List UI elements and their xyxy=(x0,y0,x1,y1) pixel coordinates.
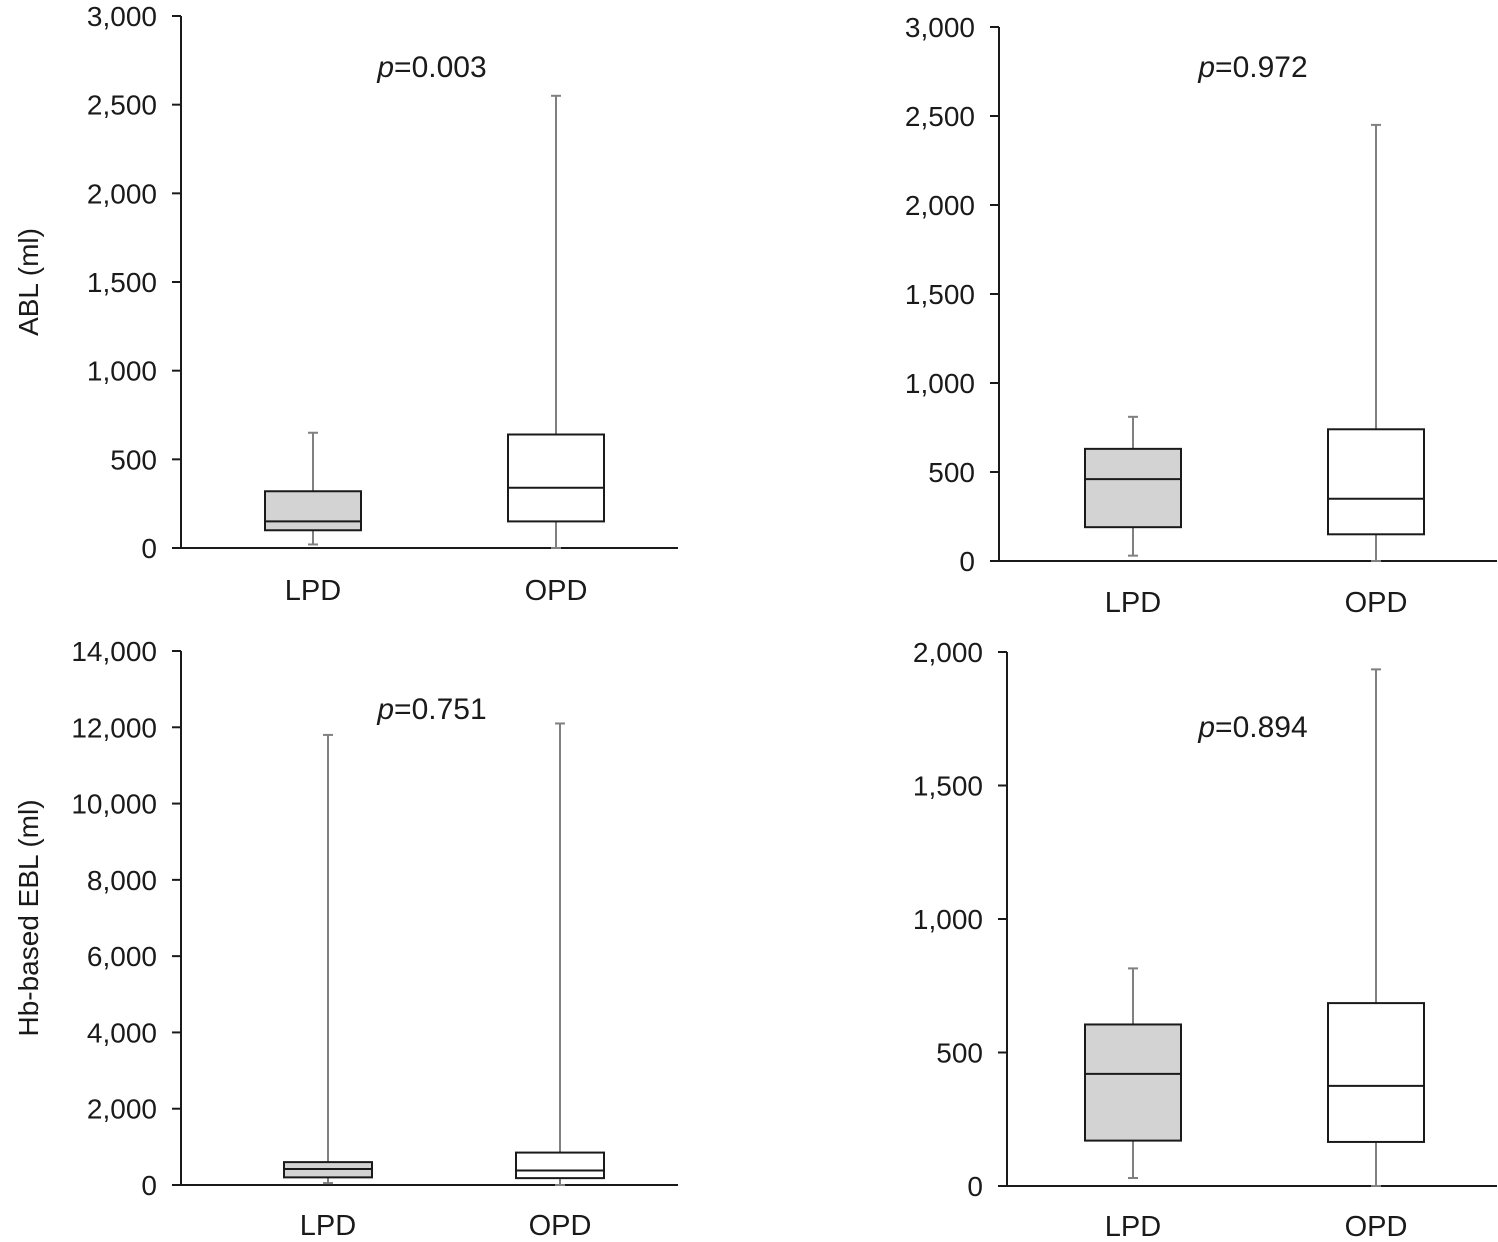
y-tick-label: 1,000 xyxy=(913,904,983,935)
y-tick-label: 1,000 xyxy=(905,368,975,399)
box-opd xyxy=(515,722,605,1186)
chart-svg: 0 2,000 4,000 6,000 8,000 10,000 12,000 14,000 H… xyxy=(13,636,678,1242)
p-value-annotation: p=0.003 xyxy=(376,51,486,84)
box-opd xyxy=(507,94,605,549)
iqr-box xyxy=(507,433,605,523)
box-opd xyxy=(1327,668,1425,1187)
p-value: =0.972 xyxy=(1215,51,1308,84)
p-value: =0.894 xyxy=(1215,711,1308,744)
box-opd xyxy=(1327,123,1425,562)
y-tick-label: 0 xyxy=(141,533,157,564)
p-letter: p xyxy=(1197,51,1215,84)
y-tick-label: 500 xyxy=(928,457,975,488)
p-letter: p xyxy=(376,51,394,84)
chart-hb-ebl: 0 2,000 4,000 6,000 8,000 10,000 12,000 14,000 H… xyxy=(0,618,749,1242)
y-tick-label: 0 xyxy=(141,1170,157,1201)
x-category-label: LPD xyxy=(1105,1211,1161,1237)
iqr-box xyxy=(264,490,362,532)
y-tick-label: 2,000 xyxy=(87,178,157,209)
iqr-box xyxy=(1327,428,1425,536)
p-value-annotation: p=0.972 xyxy=(1197,51,1307,84)
x-category-label: OPD xyxy=(525,575,588,607)
y-tick-label: 8,000 xyxy=(87,865,157,896)
p-letter: p xyxy=(376,693,394,726)
y-tick-label: 1,500 xyxy=(913,771,983,802)
y-tick-label: 4,000 xyxy=(87,1017,157,1048)
y-tick-label: 0 xyxy=(967,1171,983,1202)
y-axis-label: Hb-based EBL (ml) xyxy=(13,799,44,1036)
box-lpd xyxy=(283,733,373,1185)
y-tick-label: 2,500 xyxy=(87,90,157,121)
x-category-label: LPD xyxy=(285,575,341,607)
box-lpd xyxy=(1084,415,1182,557)
p-value: =0.003 xyxy=(394,51,487,84)
iqr-box xyxy=(1084,447,1182,529)
y-tick-label: 6,000 xyxy=(87,941,157,972)
x-category-label: OPD xyxy=(1345,1211,1408,1237)
y-tick-label: 2,000 xyxy=(87,1094,157,1125)
box-lpd xyxy=(264,431,362,546)
y-axis-label: ABL (ml) xyxy=(13,228,44,336)
box-lpd xyxy=(1084,967,1182,1179)
y-tick-label: 0 xyxy=(959,546,975,577)
y-tick-label: 2,500 xyxy=(905,101,975,132)
p-value-annotation: p=0.751 xyxy=(376,693,486,726)
y-tick-label: 500 xyxy=(936,1038,983,1069)
y-tick-label: 14,000 xyxy=(71,636,157,667)
y-tick-label: 1,000 xyxy=(87,356,157,387)
p-value: =0.751 xyxy=(394,693,487,726)
y-tick-label: 1,500 xyxy=(87,267,157,298)
chart-svg: 0 500 1,000 1,500 2,000 2,500 3,000 ABL (ml) p=0… xyxy=(13,1,678,607)
p-value-annotation: p=0.894 xyxy=(1197,711,1307,744)
y-tick-label: 2,000 xyxy=(913,637,983,668)
y-tick-label: 2,000 xyxy=(905,190,975,221)
y-tick-label: 3,000 xyxy=(87,1,157,32)
y-tick-label: 12,000 xyxy=(71,712,157,743)
p-letter: p xyxy=(1197,711,1215,744)
x-category-label: LPD xyxy=(300,1210,356,1237)
iqr-box xyxy=(1084,1023,1182,1142)
x-category-label: OPD xyxy=(1345,587,1408,618)
y-tick-label: 1,500 xyxy=(905,279,975,310)
iqr-box xyxy=(515,1151,605,1180)
y-tick-label: 500 xyxy=(110,444,157,475)
y-tick-label: 10,000 xyxy=(71,789,157,820)
iqr-box xyxy=(1327,1002,1425,1143)
chart-abl: 0 500 1,000 1,500 2,000 2,500 3,000 ABL (ml) p=0… xyxy=(0,0,749,618)
x-category-label: OPD xyxy=(529,1210,592,1237)
y-tick-label: 3,000 xyxy=(905,12,975,43)
x-category-label: LPD xyxy=(1105,587,1161,618)
